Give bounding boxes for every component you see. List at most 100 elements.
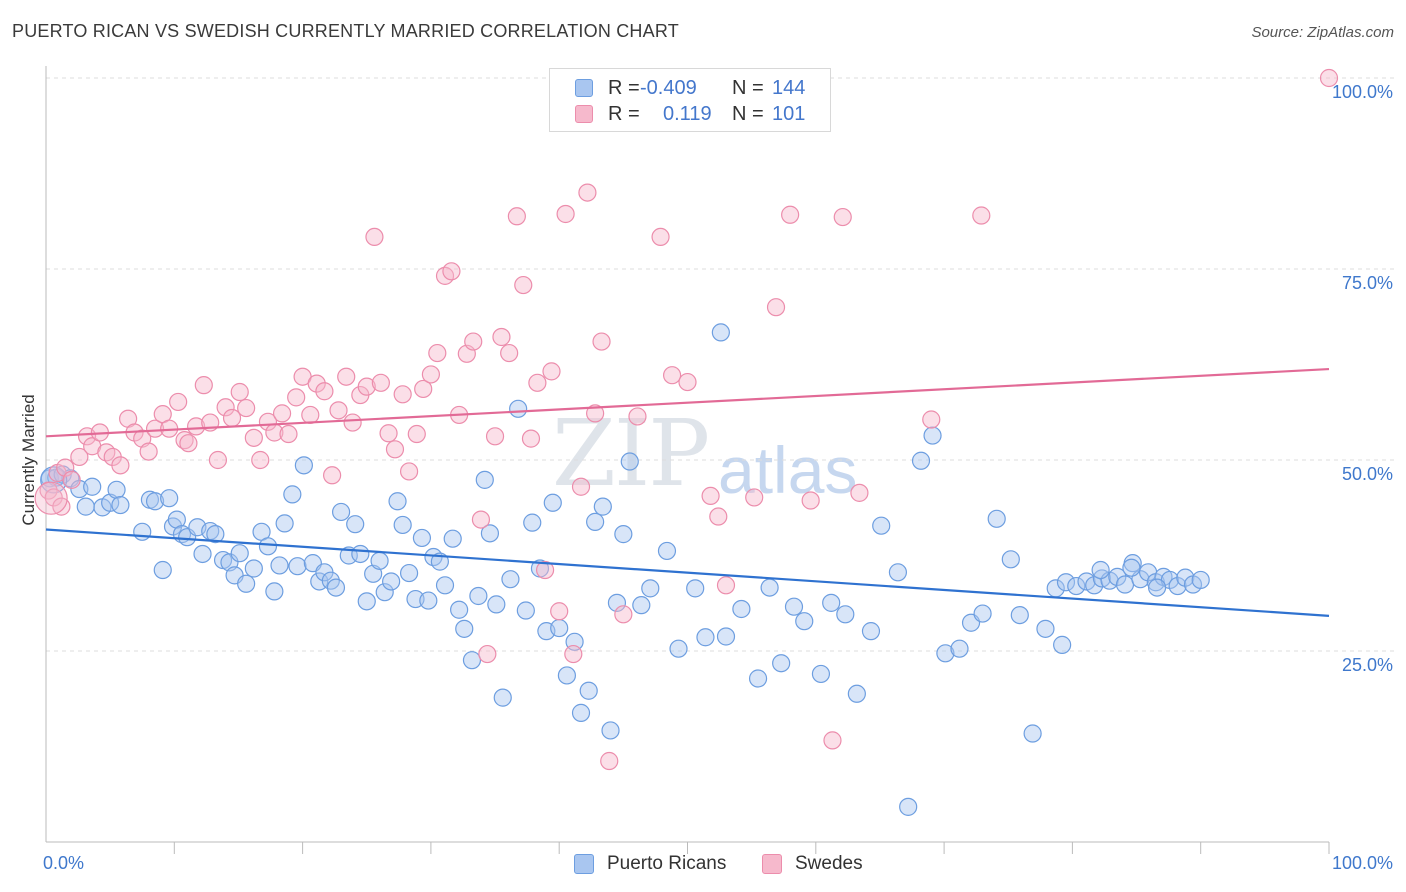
data-point — [307, 374, 326, 393]
data-point — [480, 524, 500, 543]
data-point — [811, 664, 831, 684]
data-point — [614, 525, 633, 544]
data-point — [399, 462, 419, 481]
data-point — [514, 275, 533, 295]
data-point — [83, 477, 102, 496]
data-point — [435, 576, 455, 595]
bottom-legend-swatch-blue — [574, 854, 594, 874]
data-point — [696, 628, 715, 647]
legend-row-swedes: R = 0.119 N = 101 — [550, 101, 830, 127]
data-point — [922, 410, 941, 429]
data-point — [1108, 567, 1127, 586]
data-point — [586, 512, 605, 531]
data-point — [288, 557, 307, 576]
watermark-atlas: atlas — [718, 433, 858, 507]
data-point — [40, 466, 68, 494]
data-point — [748, 669, 768, 688]
data-point — [375, 583, 394, 602]
data-point — [556, 204, 575, 224]
data-point — [52, 497, 71, 516]
legend-n-label: N = — [732, 77, 764, 99]
data-point — [379, 424, 398, 443]
data-point — [936, 644, 955, 663]
data-point — [550, 602, 569, 621]
data-point — [950, 639, 969, 658]
data-point — [244, 559, 263, 578]
data-point — [414, 379, 433, 399]
data-point — [972, 206, 991, 225]
data-point — [716, 576, 736, 595]
data-point — [237, 398, 256, 418]
data-point — [270, 556, 289, 575]
data-point — [343, 413, 362, 432]
data-point — [1053, 635, 1072, 654]
data-point — [419, 591, 438, 610]
data-point — [501, 570, 520, 589]
data-point — [709, 507, 728, 526]
data-point — [772, 654, 791, 673]
data-point — [230, 382, 249, 402]
data-point — [861, 622, 881, 641]
y-axis-title: Currently Married — [19, 394, 38, 525]
data-point — [628, 407, 647, 426]
data-point — [911, 451, 931, 470]
data-point — [337, 367, 356, 386]
data-point — [145, 492, 165, 511]
data-point — [888, 563, 908, 582]
data-point — [230, 544, 249, 563]
data-point — [153, 560, 172, 580]
data-point — [244, 428, 263, 447]
data-point — [872, 516, 891, 535]
data-point — [686, 579, 705, 598]
data-point — [1067, 576, 1086, 596]
data-point — [528, 373, 547, 392]
legend-r-label: R = — [608, 77, 640, 99]
data-point — [732, 599, 751, 619]
tick-labels: 25.0% 50.0% 75.0% 100.0% 0.0% 100.0% Currently… — [19, 82, 1393, 873]
data-point — [593, 497, 612, 516]
legend-swatch-blue — [575, 79, 593, 97]
data-point — [1319, 68, 1339, 88]
data-point — [462, 651, 482, 670]
data-point — [464, 332, 483, 351]
data-point — [492, 327, 511, 347]
data-point — [301, 405, 320, 425]
data-point — [823, 731, 842, 750]
data-point — [564, 644, 583, 664]
legend-row-puerto-ricans: R = -0.409 N = 144 — [550, 75, 830, 101]
data-point — [385, 440, 405, 459]
data-point — [475, 470, 494, 489]
y-tick-label: 25.0% — [1342, 655, 1393, 675]
data-point — [1091, 560, 1110, 580]
data-point — [500, 343, 519, 363]
data-point — [469, 586, 488, 606]
data-point — [833, 207, 852, 227]
legend-r-value: -0.409 — [640, 77, 697, 99]
data-point — [455, 619, 474, 638]
data-point — [509, 399, 528, 418]
data-point — [1023, 724, 1042, 743]
data-point — [614, 605, 633, 624]
data-point — [393, 385, 412, 404]
axes — [45, 66, 1330, 854]
data-point — [601, 721, 620, 740]
data-point — [478, 644, 497, 664]
data-point — [443, 529, 462, 548]
bottom-legend-label: Swedes — [795, 853, 863, 874]
data-point — [678, 372, 697, 392]
trend-line — [45, 528, 1330, 617]
data-point — [251, 450, 270, 470]
legend-swatch-pink — [575, 105, 593, 123]
data-point — [711, 323, 730, 342]
data-point — [701, 486, 720, 506]
data-point — [450, 600, 469, 619]
bottom-legend-label: Puerto Ricans — [607, 853, 727, 874]
data-point — [357, 377, 376, 396]
data-point — [265, 582, 284, 601]
data-point — [258, 537, 278, 556]
data-point — [442, 262, 461, 281]
data-point — [193, 544, 212, 564]
data-point — [784, 597, 804, 616]
series-puerto-ricans — [40, 323, 1210, 816]
data-point — [487, 595, 506, 614]
